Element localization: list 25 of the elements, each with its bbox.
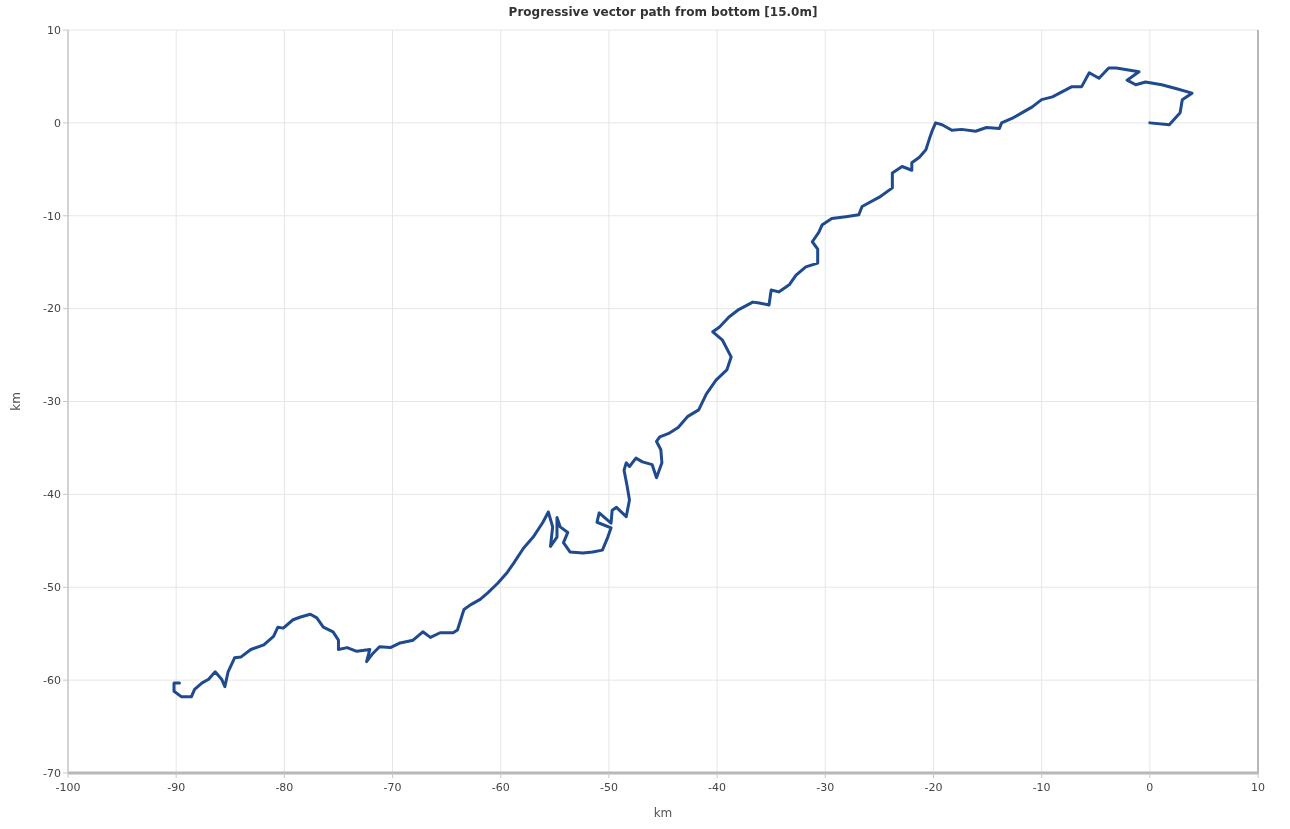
line-series — [172, 66, 1194, 699]
y-tick-label: 10 — [47, 23, 61, 37]
y-tick-label: 0 — [54, 116, 61, 130]
x-tick-label: -100 — [55, 781, 81, 794]
y-tick-label: -30 — [43, 395, 61, 409]
y-tick-label: -70 — [43, 766, 61, 780]
x-tick-label: -20 — [924, 781, 943, 794]
x-tick-label: -30 — [816, 781, 835, 794]
x-tick-label: -90 — [167, 781, 186, 794]
y-tick-label: -10 — [43, 209, 61, 223]
x-tick-label: 0 — [1146, 781, 1154, 794]
x-tick-label: -70 — [383, 781, 402, 794]
y-axis-title: km — [9, 392, 23, 411]
x-tick-label: -80 — [275, 781, 294, 794]
y-tick-label: -60 — [43, 673, 61, 687]
x-tick-label: -60 — [491, 781, 510, 794]
y-tick-label: -20 — [43, 302, 61, 316]
x-tick-label: 10 — [1251, 781, 1265, 794]
y-tick-label: -50 — [43, 581, 61, 595]
x-tick-label: -40 — [708, 781, 727, 794]
x-tick-label: -10 — [1032, 781, 1051, 794]
chart-title: Progressive vector path from bottom [15.0m] — [508, 5, 818, 19]
x-axis-title: km — [653, 806, 673, 820]
x-tick-label: -50 — [599, 781, 618, 794]
y-tick-label: -40 — [43, 488, 61, 502]
